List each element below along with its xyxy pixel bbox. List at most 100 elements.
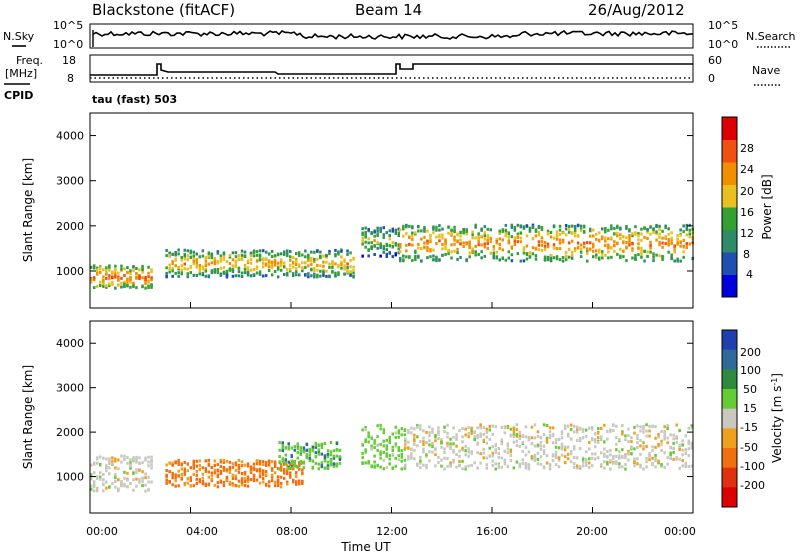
velocity-cell-991 (518, 462, 522, 466)
velocity-cell-1099 (566, 424, 570, 428)
power-cell-1192 (619, 247, 622, 251)
power-cell-1356 (688, 232, 691, 236)
velocity-cell-842 (455, 465, 458, 469)
power-cell-1090 (573, 228, 577, 232)
velocity-cell-549 (311, 447, 315, 451)
velocity-cell-270 (216, 468, 220, 472)
power-cell-837 (465, 228, 468, 232)
velocity-cell-512 (296, 442, 299, 446)
power-cell-495 (313, 275, 316, 279)
velocity-cell-926 (491, 424, 494, 428)
power-cell-761 (432, 258, 435, 262)
power-cell-823 (459, 242, 462, 246)
power-cell-266 (216, 271, 220, 274)
power-cell-1273 (652, 252, 655, 256)
power-cell-556 (340, 266, 343, 270)
power-cell-1054 (558, 247, 562, 251)
velocity-cell-769 (422, 447, 425, 451)
power-cell-768 (435, 242, 438, 245)
velocity-cell-19 (96, 475, 99, 479)
velocity-cell-1264 (636, 437, 639, 440)
power-cell-706 (408, 224, 411, 228)
power-cell-73 (120, 269, 123, 273)
velocity-cell-569 (320, 446, 324, 449)
velocity-cell-1329 (663, 437, 666, 441)
velocity-cell-1149 (588, 461, 591, 465)
power-cell-804 (450, 243, 453, 247)
velocity-cell-1256 (633, 431, 636, 435)
velocity-cell-971 (509, 427, 513, 431)
velocity-cell-1049 (542, 444, 546, 448)
power-cell-931 (507, 239, 511, 243)
velocity-cell-1305 (654, 457, 657, 460)
power-cell-104 (132, 284, 135, 288)
power-cell-1228 (634, 225, 637, 229)
velocity-cell-779 (428, 443, 431, 447)
power-cell-781 (441, 236, 444, 240)
velocity-cell-697 (394, 442, 397, 446)
velocity-cell-1126 (575, 430, 579, 434)
power-cell-891 (489, 239, 492, 243)
velocity-cell-367 (258, 469, 262, 473)
power-cell-273 (219, 266, 223, 270)
power-cell-404 (273, 263, 277, 267)
velocity-cell-612 (338, 448, 342, 452)
velocity-cell-1033 (536, 430, 540, 434)
velocity-cell-573 (320, 461, 324, 465)
power-cell-1313 (670, 253, 673, 257)
power-cell-260 (213, 257, 217, 260)
power-cell-911 (498, 258, 501, 262)
power-cell-641 (382, 226, 385, 230)
velocity-cell-423 (283, 476, 286, 480)
power-cell-42 (108, 284, 111, 288)
velocity-cell-821 (446, 435, 449, 439)
velocity-cell-869 (467, 464, 470, 468)
velocity-cell-1004 (524, 462, 528, 465)
velocity-cell-371 (261, 477, 265, 480)
power-cell-571 (346, 265, 349, 269)
velocity-cell-498 (290, 466, 293, 470)
velocity-cell-394 (270, 479, 274, 483)
velocity-cell-1120 (575, 466, 579, 470)
power-cell-645 (385, 255, 388, 258)
power-cell-6 (90, 277, 93, 281)
velocity-cell-729 (407, 446, 410, 450)
velocity-cell-763 (422, 436, 425, 440)
velocity-cell-989 (518, 434, 522, 438)
velocity-cell-496 (287, 445, 290, 449)
vel-tick-neg50: -50 (740, 441, 758, 454)
power-cell-1168 (607, 250, 610, 254)
velocity-cell-1041 (539, 447, 543, 451)
power-cell-711 (411, 234, 414, 238)
power-cell-283 (222, 270, 226, 274)
power-ytick-label-1: 2000 (56, 220, 84, 233)
velocity-cell-507 (293, 461, 296, 465)
velocity-cell-445 (292, 463, 295, 467)
velocity-cell-995 (521, 458, 525, 462)
power-cell-293 (225, 260, 229, 263)
velocity-cell-731 (407, 431, 410, 435)
velocity-cell-349 (249, 467, 253, 471)
velocity-cell-625 (364, 448, 367, 452)
power-cell-563 (343, 264, 346, 268)
power-cell-943 (510, 225, 514, 229)
velocity-cell-375 (261, 473, 265, 477)
power-cell-708 (411, 243, 414, 247)
velocity-cell-829 (449, 445, 452, 449)
power-cell-1104 (579, 229, 583, 233)
power-cell-61 (114, 268, 117, 271)
velocity-cell-1158 (591, 464, 594, 468)
power-cell-493 (313, 250, 316, 254)
power-cell-614 (370, 241, 373, 245)
velocity-cell-161 (171, 476, 174, 480)
velocity-cell-951 (500, 456, 503, 460)
power-cell-44 (108, 277, 111, 281)
velocity-cell-408 (276, 484, 280, 488)
velocity-cell-495 (287, 442, 290, 446)
power-cell-39 (105, 284, 108, 288)
velocity-cell-629 (364, 438, 367, 442)
velocity-cell-881 (470, 426, 473, 430)
velocity-cell-1002 (524, 425, 528, 429)
power-cell-490 (313, 272, 316, 276)
velocity-cell-1097 (563, 461, 567, 465)
